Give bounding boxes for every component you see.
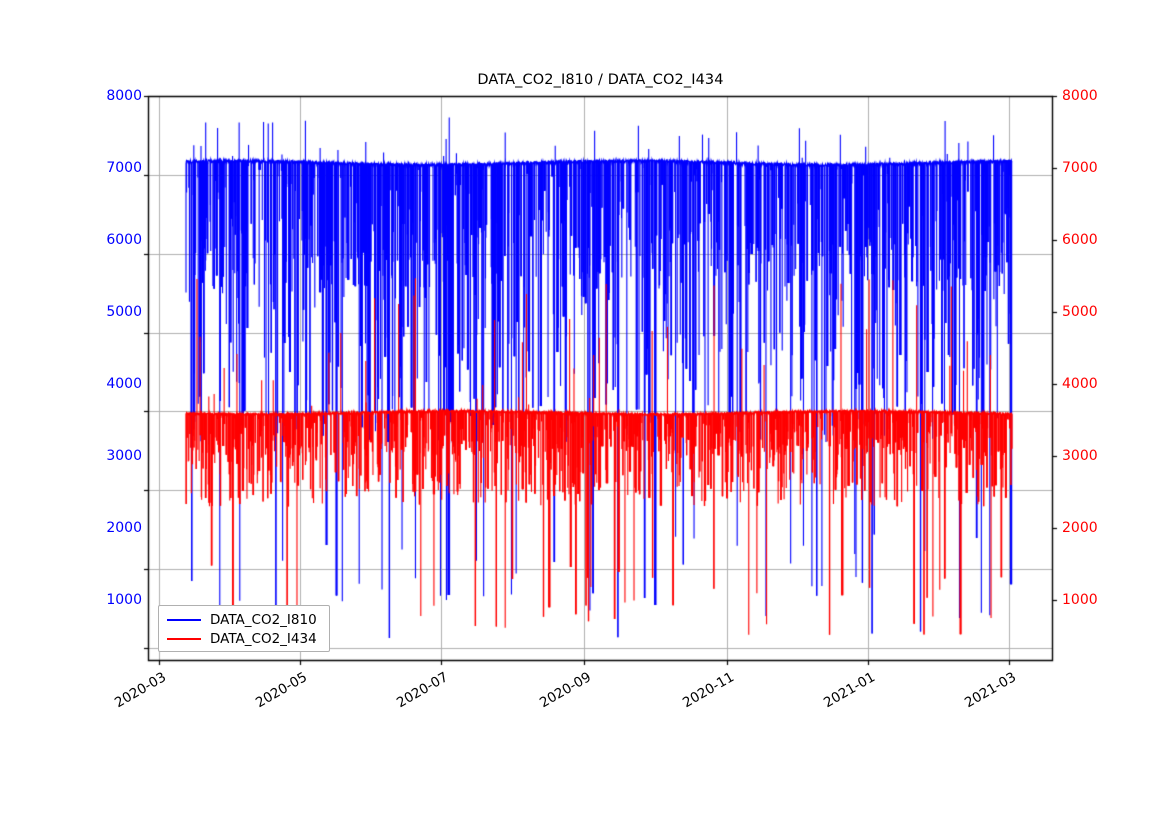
chart-figure: DATA_CO2_I810 / DATA_CO2_I434 8000 7000 …: [0, 0, 1169, 827]
plot-canvas: [0, 0, 1169, 827]
